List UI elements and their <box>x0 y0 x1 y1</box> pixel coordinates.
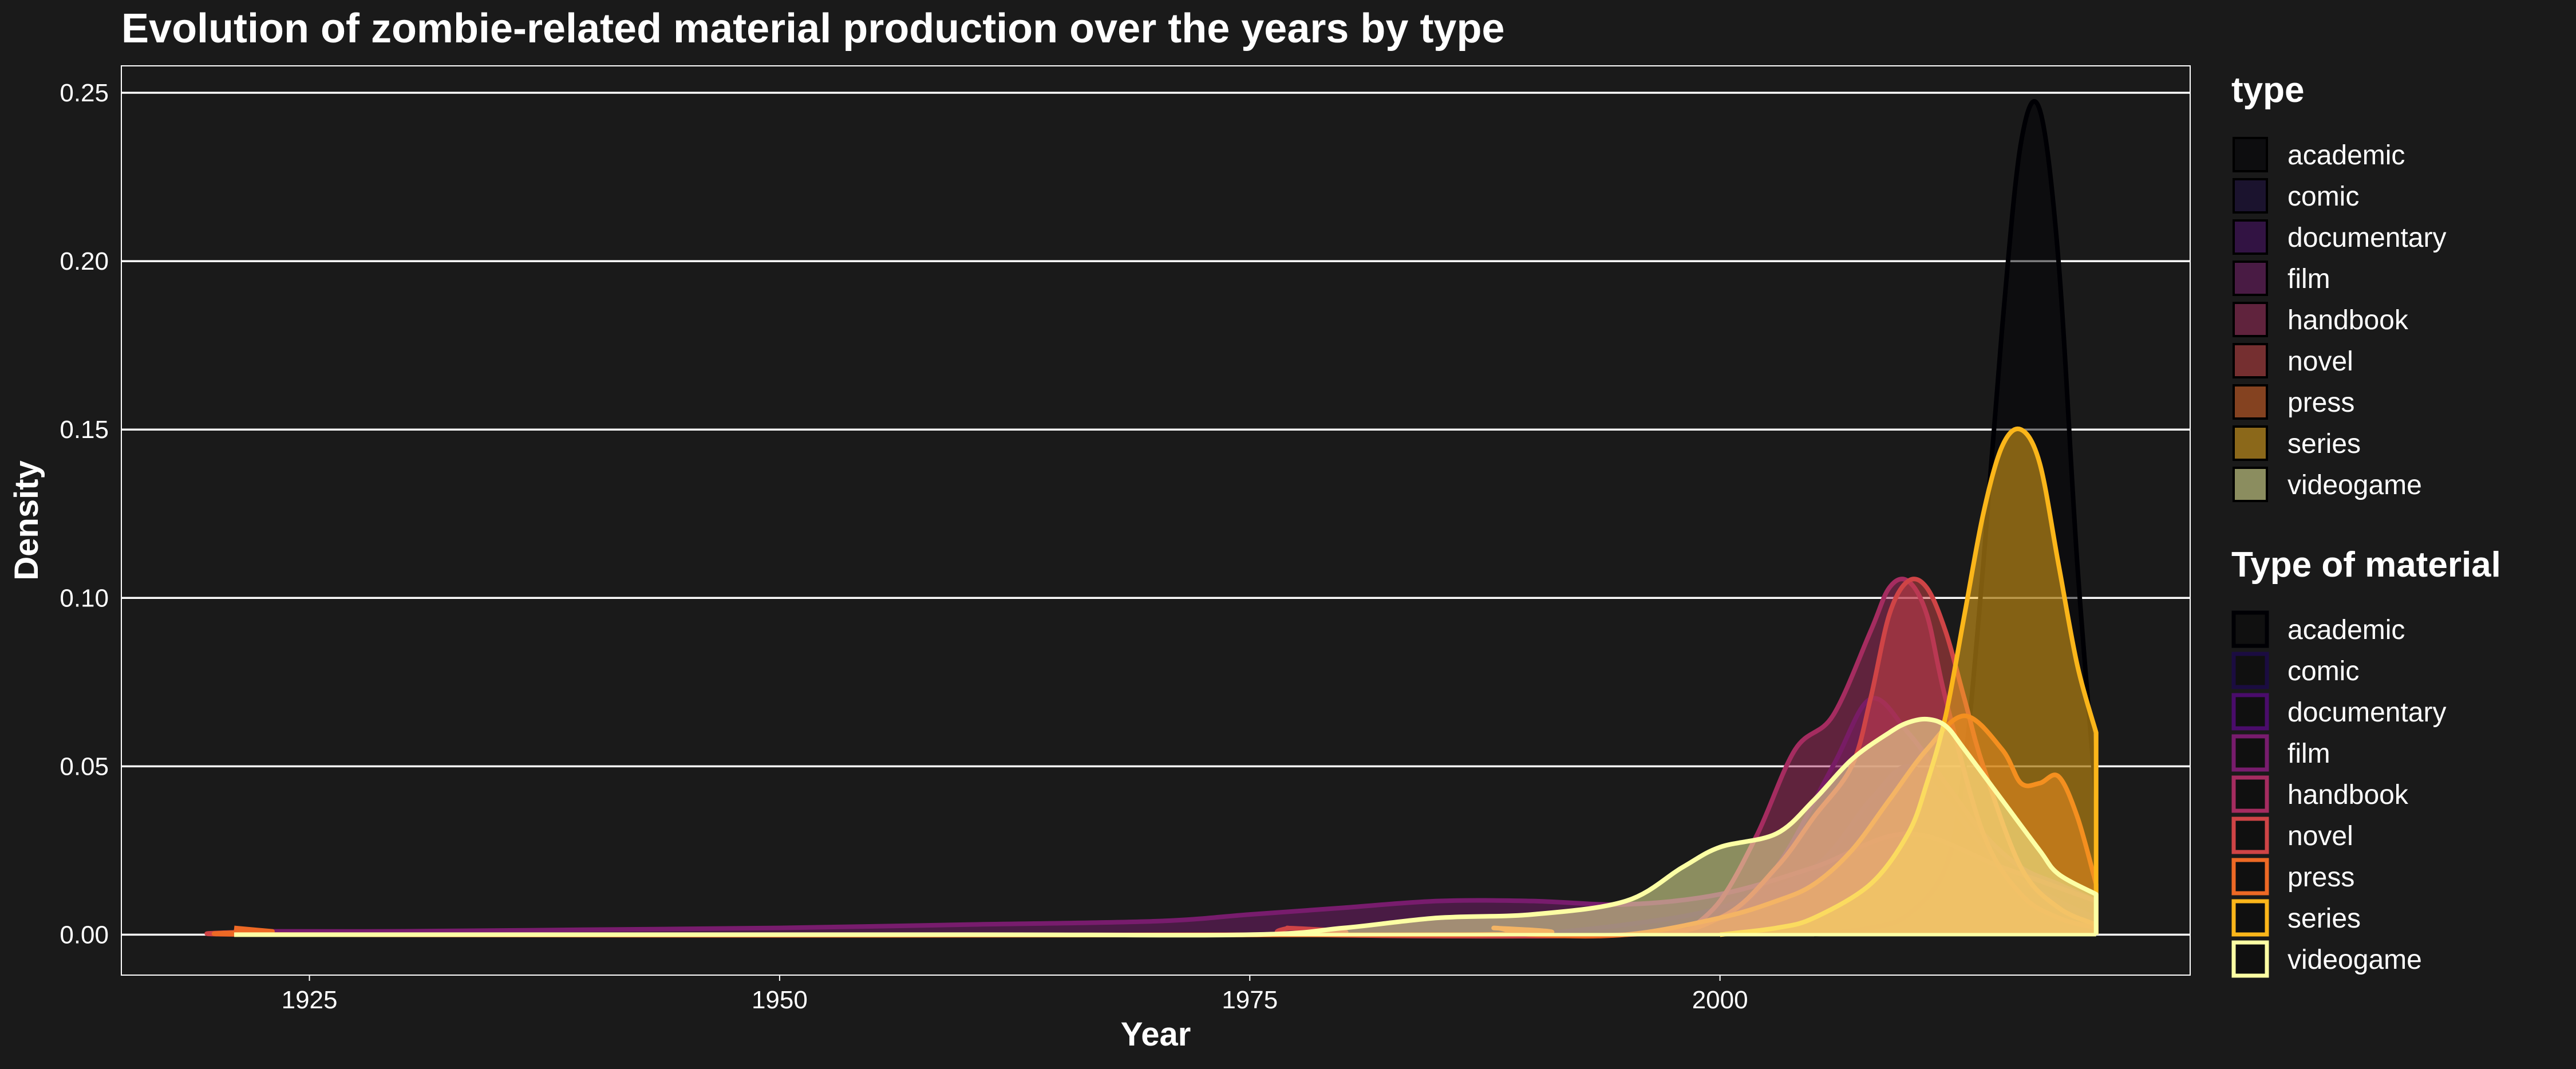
x-axis-ticks: 1925 1950 1975 2000 <box>282 975 1748 1014</box>
y-axis-title: Density <box>8 460 45 581</box>
legend-label-comic: comic <box>2287 656 2359 687</box>
legend-key-academic <box>2233 137 2268 172</box>
legend-label-handbook: handbook <box>2287 305 2409 336</box>
legend-key-film <box>2233 261 2268 296</box>
chart-title: Evolution of zombie-related material pro… <box>121 6 1505 52</box>
x-tick-label-3: 2000 <box>1692 986 1748 1014</box>
y-axis-ticks: 0.00 0.05 0.10 0.15 0.20 0.25 <box>60 79 109 949</box>
y-tick-label-3: 0.15 <box>60 416 109 444</box>
legend-type: type academic comic documentary film handbook… <box>2231 70 2446 502</box>
legend-title-1: Type of material <box>2231 545 2501 585</box>
y-tick-label-2: 0.10 <box>60 584 109 612</box>
legend-key-outline-videogame <box>2231 940 2269 978</box>
legend-label-handbook: handbook <box>2287 780 2409 810</box>
legend-key-outline-film <box>2231 734 2269 772</box>
legend-key-comic <box>2233 178 2268 214</box>
legend-label-film: film <box>2287 739 2330 769</box>
legend-title-0: type <box>2231 70 2304 110</box>
legend-label-press: press <box>2287 388 2354 418</box>
legend-label-novel: novel <box>2287 821 2353 851</box>
legend-label-academic: academic <box>2287 140 2405 171</box>
legend-key-outline-documentary <box>2231 693 2269 731</box>
legend-label-academic: academic <box>2287 615 2405 645</box>
legend-label-documentary: documentary <box>2287 697 2446 728</box>
legend-label-film: film <box>2287 264 2330 294</box>
y-tick-label-1: 0.05 <box>60 752 109 780</box>
legend-key-outline-academic <box>2231 610 2269 648</box>
y-tick-label-4: 0.20 <box>60 247 109 275</box>
legend-label-series: series <box>2287 429 2361 459</box>
legend-key-outline-press <box>2231 858 2269 896</box>
legend-key-handbook <box>2233 302 2268 337</box>
x-tick-label-0: 1925 <box>282 986 338 1014</box>
y-tick-label-0: 0.00 <box>60 921 109 949</box>
legend-label-videogame: videogame <box>2287 470 2422 500</box>
x-tick-label-1: 1950 <box>752 986 808 1014</box>
legend-label-comic: comic <box>2287 182 2359 212</box>
legend-key-videogame <box>2233 467 2268 502</box>
area-videogame <box>234 719 2096 936</box>
legend-key-outline-comic <box>2231 652 2269 689</box>
legend-key-outline-series <box>2231 899 2269 937</box>
legend-key-series <box>2233 425 2268 461</box>
legend-key-press <box>2233 384 2268 420</box>
x-tick-label-2: 1975 <box>1222 986 1278 1014</box>
plot-panel <box>121 65 2191 976</box>
legend-label-documentary: documentary <box>2287 223 2446 253</box>
legend-key-documentary <box>2233 219 2268 255</box>
legend-label-press: press <box>2287 862 2354 893</box>
legend-label-videogame: videogame <box>2287 945 2422 975</box>
legend-label-series: series <box>2287 904 2361 934</box>
x-axis-title: Year <box>1121 1016 1191 1053</box>
y-tick-label-5: 0.25 <box>60 79 109 107</box>
density-areas <box>204 99 2099 939</box>
legend-label-novel: novel <box>2287 346 2353 377</box>
legend-key-novel <box>2233 343 2268 378</box>
legend-type-of-material: Type of material academic comic documentary… <box>2231 545 2501 978</box>
legend-key-outline-novel <box>2231 816 2269 854</box>
legend-key-outline-handbook <box>2231 775 2269 813</box>
